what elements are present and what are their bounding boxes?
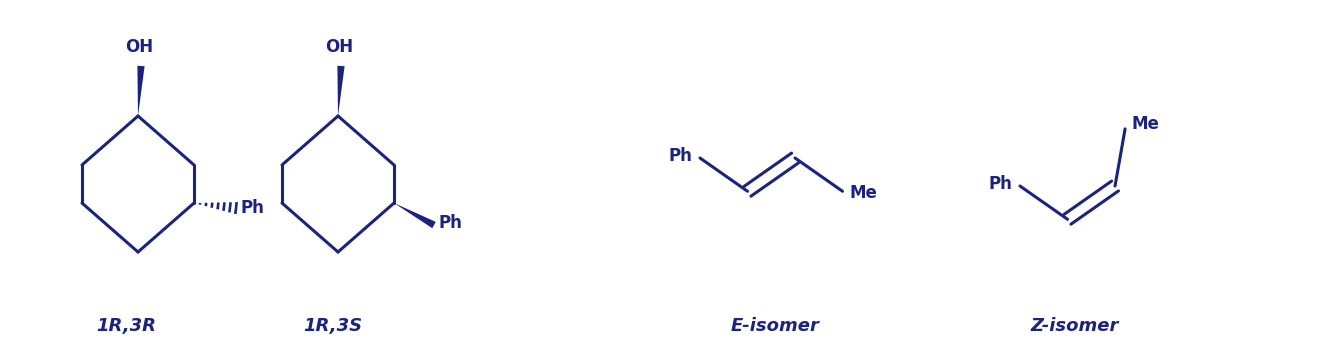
Text: 1R,3S: 1R,3S: [303, 317, 363, 335]
Text: Me: Me: [1131, 115, 1158, 133]
Text: Ph: Ph: [438, 214, 462, 232]
Text: Me: Me: [850, 184, 878, 202]
Text: Ph: Ph: [988, 175, 1012, 193]
Text: Ph: Ph: [240, 199, 263, 217]
Text: Z-isomer: Z-isomer: [1031, 317, 1119, 335]
Text: OH: OH: [324, 38, 354, 56]
Text: Ph: Ph: [669, 147, 692, 165]
Polygon shape: [138, 66, 144, 116]
Text: E-isomer: E-isomer: [731, 317, 820, 335]
Polygon shape: [338, 66, 344, 116]
Polygon shape: [395, 203, 436, 228]
Text: OH: OH: [124, 38, 154, 56]
Text: 1R,3R: 1R,3R: [97, 317, 156, 335]
